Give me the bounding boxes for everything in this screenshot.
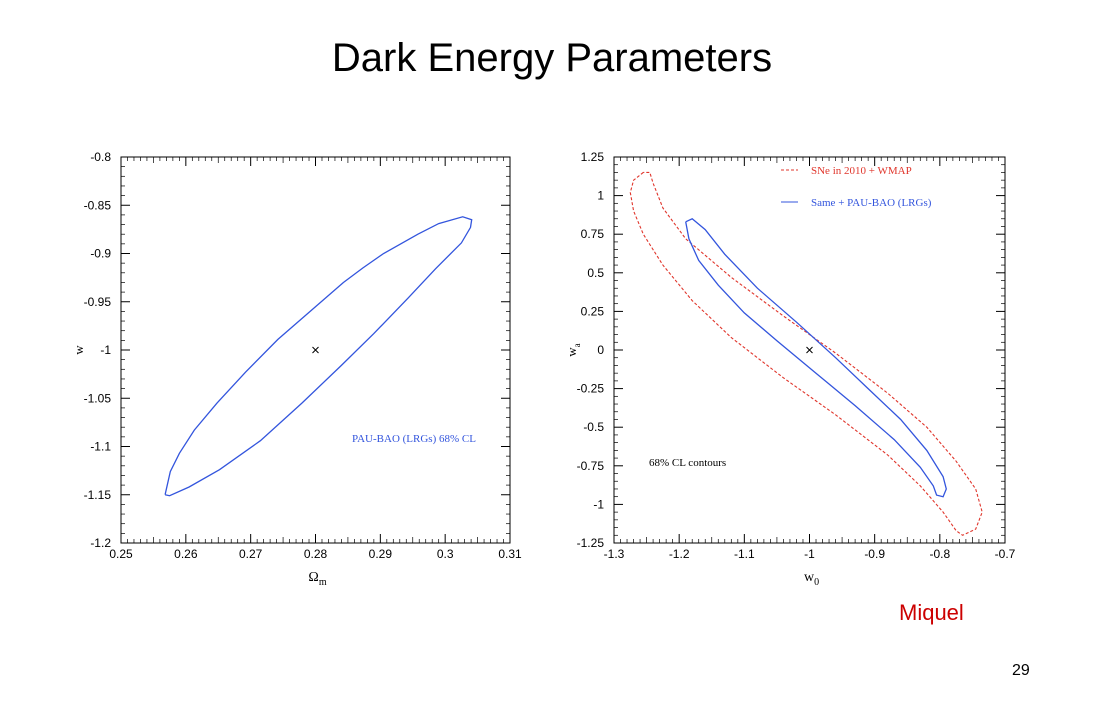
chart-annotation: 68% CL contours [649, 457, 726, 469]
legend-label: Same + PAU-BAO (LRGs) [811, 197, 932, 209]
x-tick-label: 0.27 [239, 547, 263, 561]
y-tick-label: -1.2 [90, 536, 111, 550]
y-tick-label: 0.75 [581, 227, 605, 241]
x-tick-label: 0.26 [174, 547, 198, 561]
y-tick-label: 0.5 [587, 266, 604, 280]
slide-title: Dark Energy Parameters [331, 36, 773, 80]
y-tick-label: -1 [593, 497, 604, 511]
x-tick-label: -0.7 [995, 547, 1016, 561]
y-tick-label: 1 [597, 189, 604, 203]
contour-series-2 [685, 218, 947, 498]
x-tick-label: -1.2 [669, 547, 690, 561]
y-tick-label: -1.1 [90, 440, 111, 454]
y-axis-label: wa [564, 343, 582, 356]
page-number: 29 [1012, 662, 1030, 679]
x-axis-label: Ωm [308, 570, 326, 588]
fiducial-marker [806, 346, 813, 354]
y-tick-label: -1.25 [577, 536, 605, 550]
legend-label: PAU-BAO (LRGs) 68% CL [352, 433, 476, 445]
x-tick-label: -1.3 [604, 547, 625, 561]
y-tick-label: -1.05 [84, 391, 112, 405]
y-tick-label: -0.25 [577, 382, 605, 396]
x-tick-label: 0.28 [304, 547, 328, 561]
y-tick-label: -0.95 [84, 295, 112, 309]
y-tick-label: 0.25 [581, 304, 605, 318]
x-tick-label: 0.29 [369, 547, 393, 561]
x-tick-label: -1.1 [734, 547, 755, 561]
author-credit: Miquel [899, 600, 964, 625]
y-tick-label: 1.25 [581, 150, 605, 164]
x-tick-label: -1 [804, 547, 815, 561]
x-tick-label: 0.3 [437, 547, 454, 561]
y-tick-label: -0.8 [90, 150, 111, 164]
contour-series-1 [629, 171, 983, 536]
y-tick-label: 0 [597, 343, 604, 357]
contour-series-1 [164, 216, 473, 497]
legend-label: SNe in 2010 + WMAP [811, 165, 912, 177]
chart-panel-2: -1.3 -1.2 -1.1 -1 -0.9 -0.8 -0.7 1.25 1 0.75 0.5 0.… [564, 150, 1016, 588]
y-tick-label: -0.85 [84, 198, 112, 212]
y-axis-label: w [71, 345, 86, 355]
y-tick-label: -0.75 [577, 459, 605, 473]
x-tick-label: -0.9 [864, 547, 885, 561]
y-tick-label: -0.5 [583, 420, 604, 434]
x-tick-label: 0.25 [109, 547, 133, 561]
y-tick-label: -1.15 [84, 488, 112, 502]
x-axis-label: w0 [804, 570, 819, 588]
chart-panel-1: 0.25 0.26 0.27 0.28 0.29 0.3 0.31 -0.8 -0.85 -0.9… [71, 150, 522, 588]
y-tick-label: -0.9 [90, 247, 111, 261]
y-tick-label: -1 [100, 343, 111, 357]
fiducial-marker [312, 346, 319, 354]
x-tick-label: 0.31 [498, 547, 522, 561]
x-tick-label: -0.8 [929, 547, 950, 561]
